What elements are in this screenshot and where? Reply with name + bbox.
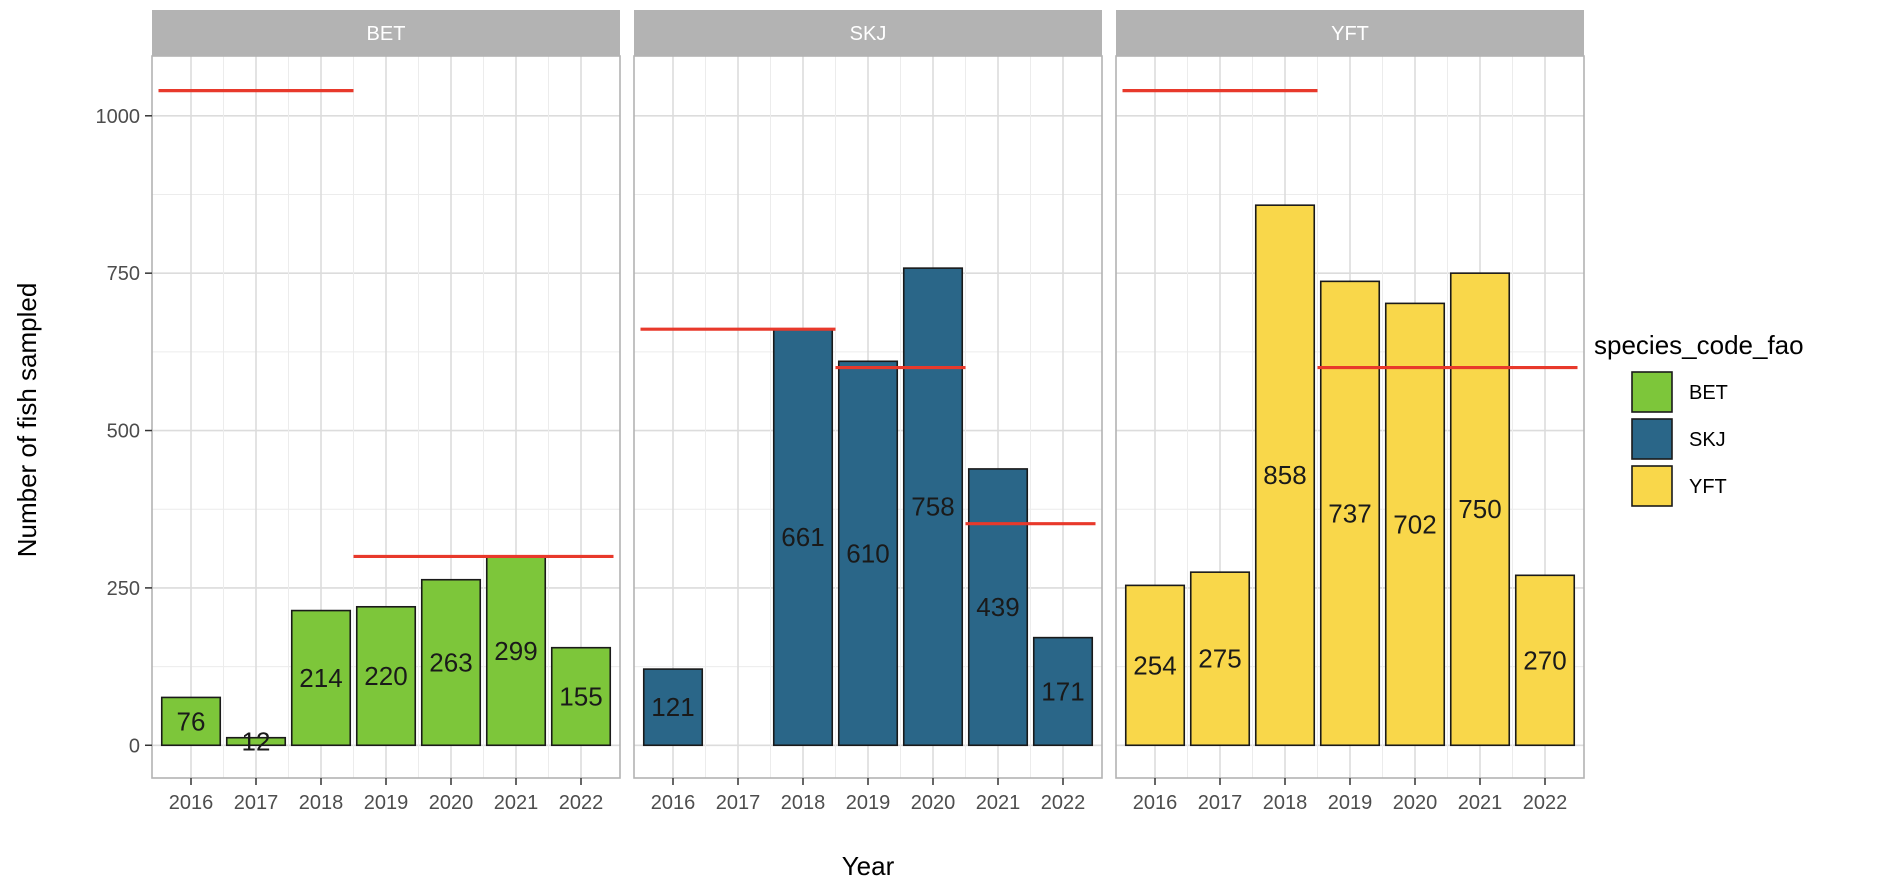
bar-value-label: 610 <box>846 538 889 568</box>
bar-bet-2017 <box>225 736 287 747</box>
legend-title: species_code_fao <box>1594 330 1804 360</box>
x-tick-label: 2016 <box>169 792 214 814</box>
facet-panel-skj: SKJ 121 661 610 758 439 171 2016 2017 2018 2019 202… <box>633 10 1103 814</box>
bar-skj-2016 <box>642 668 704 747</box>
y-axis-title: Number of fish sampled <box>12 283 42 558</box>
x-tick-label: 2020 <box>911 792 956 814</box>
bar-yft-2018 <box>1254 204 1316 747</box>
x-tick-label: 2021 <box>976 792 1021 814</box>
y-tick-label: 0 <box>129 735 140 757</box>
x-tick-label: 2020 <box>429 792 474 814</box>
facet-strip <box>1116 10 1584 56</box>
bar-yft-2022 <box>1514 574 1576 747</box>
x-tick-label: 2019 <box>1328 792 1373 814</box>
bar-value-label: 661 <box>781 522 824 552</box>
facet-strip-label: BET <box>367 23 406 45</box>
bar-bet-2022 <box>550 646 612 747</box>
x-tick-label: 2021 <box>494 792 539 814</box>
bar-yft-2016 <box>1124 584 1186 747</box>
bar-value-label: 275 <box>1198 644 1241 674</box>
bar-value-label: 155 <box>559 681 602 711</box>
bar-bet-2019 <box>355 605 417 747</box>
x-tick-label: 2022 <box>1523 792 1568 814</box>
x-tick-label: 2018 <box>299 792 344 814</box>
x-tick-label: 2020 <box>1393 792 1438 814</box>
bar-value-label: 220 <box>364 661 407 691</box>
bar-yft-2021 <box>1449 272 1511 747</box>
bar-value-label: 121 <box>651 692 694 722</box>
bar-value-label: 750 <box>1458 494 1501 524</box>
x-tick-label: 2019 <box>364 792 409 814</box>
legend-swatch <box>1631 418 1673 460</box>
bar-bet-2018 <box>290 609 352 747</box>
bar-value-label: 702 <box>1393 509 1436 539</box>
bar-value-label: 263 <box>429 647 472 677</box>
legend-label: SKJ <box>1689 429 1726 451</box>
bar-bet-2016 <box>160 696 222 747</box>
x-tick-label: 2021 <box>1458 792 1503 814</box>
bar-skj-2020 <box>902 267 964 747</box>
x-axis-title: Year <box>842 851 895 881</box>
facet-strip <box>152 10 620 56</box>
bar-value-label: 254 <box>1133 650 1176 680</box>
x-tick-label: 2018 <box>781 792 826 814</box>
bar-value-label: 171 <box>1041 676 1084 706</box>
legend: species_code_fao BET SKJ YFT <box>1594 330 1804 507</box>
bar-skj-2021 <box>967 468 1029 747</box>
y-axis: 0 250 500 750 1000 <box>96 106 152 757</box>
x-tick-label: 2016 <box>651 792 696 814</box>
x-tick-label: 2018 <box>1263 792 1308 814</box>
bar-value-label: 858 <box>1263 460 1306 490</box>
facet-strip-label: YFT <box>1331 23 1369 45</box>
legend-item-yft: YFT <box>1631 465 1727 507</box>
legend-item-bet: BET <box>1631 371 1728 413</box>
facet-strip-label: SKJ <box>850 23 887 45</box>
bar-skj-2018 <box>772 328 834 747</box>
bar-value-label: 270 <box>1523 645 1566 675</box>
bar-yft-2017 <box>1189 571 1251 747</box>
x-tick-label: 2019 <box>846 792 891 814</box>
bar-bet-2021 <box>485 556 547 747</box>
legend-label: BET <box>1689 382 1728 404</box>
bar-value-label: 12 <box>242 726 271 756</box>
bar-skj-2019 <box>837 360 899 747</box>
facet-panel-bet: BET 76 12 214 220 263 299 155 2016 2017 2018 2019 20… <box>151 10 621 814</box>
x-tick-label: 2016 <box>1133 792 1178 814</box>
y-tick-label: 250 <box>107 578 140 600</box>
facet-strip <box>634 10 1102 56</box>
legend-swatch <box>1631 371 1673 413</box>
bar-value-label: 76 <box>177 706 206 736</box>
facet-panels: BET 76 12 214 220 263 299 155 2016 2017 2018 2019 20… <box>96 10 1585 814</box>
y-tick-label: 500 <box>107 421 140 443</box>
bar-value-label: 737 <box>1328 498 1371 528</box>
bar-value-label: 214 <box>299 663 342 693</box>
bar-value-label: 439 <box>976 592 1019 622</box>
bar-yft-2019 <box>1319 280 1381 747</box>
x-tick-label: 2017 <box>716 792 761 814</box>
bar-value-label: 299 <box>494 636 537 666</box>
bar-yft-2020 <box>1384 302 1446 747</box>
x-tick-label: 2017 <box>234 792 279 814</box>
y-tick-label: 1000 <box>96 106 141 128</box>
x-tick-label: 2017 <box>1198 792 1243 814</box>
y-tick-label: 750 <box>107 263 140 285</box>
legend-swatch <box>1631 465 1673 507</box>
x-tick-label: 2022 <box>1041 792 1086 814</box>
legend-label: YFT <box>1689 476 1727 498</box>
legend-item-skj: SKJ <box>1631 418 1726 460</box>
bar-value-label: 758 <box>911 492 954 522</box>
bar-skj-2022 <box>1032 636 1094 747</box>
x-tick-label: 2022 <box>559 792 604 814</box>
bar-bet-2020 <box>420 578 482 747</box>
facet-panel-yft: YFT 254 275 858 737 702 750 270 2016 2017 2018 2019… <box>1115 10 1585 814</box>
